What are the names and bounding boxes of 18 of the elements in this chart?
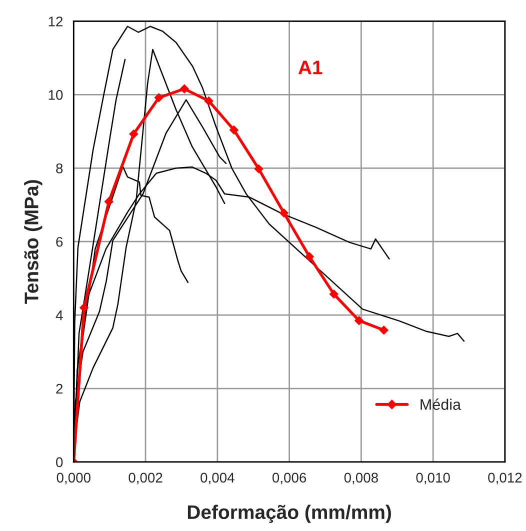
y-tick-label: 2 (56, 384, 63, 394)
y-tick-label: 6 (56, 236, 63, 247)
y-tick-label: 4 (56, 310, 63, 320)
y-tick-label: 8 (56, 163, 63, 174)
y-tick-label: 12 (48, 16, 63, 26)
x-axis-title: Deformação (mm/mm) (188, 504, 391, 523)
annotation: A1 (298, 60, 322, 74)
x-tick-label: 0,000 (56, 472, 90, 484)
legend-label: Média (420, 398, 462, 410)
x-tick-label: 0,004 (200, 472, 234, 484)
y-tick-label: 0 (56, 457, 63, 468)
y-axis-title: Tensão (MPa) (24, 180, 42, 304)
x-tick-label: 0,006 (272, 472, 306, 484)
x-tick-label: 0,002 (128, 472, 162, 484)
x-tick-label: 0,012 (488, 472, 522, 484)
x-tick-label: 0,010 (416, 472, 450, 484)
y-tick-label: 10 (48, 90, 63, 100)
x-tick-label: 0,008 (344, 472, 378, 484)
